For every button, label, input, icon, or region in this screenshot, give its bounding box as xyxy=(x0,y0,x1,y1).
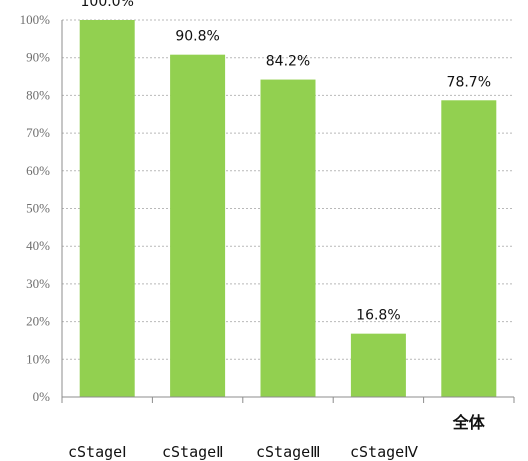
axis-layer xyxy=(61,20,515,403)
y-tick-label: 70% xyxy=(26,125,50,140)
y-tick-label: 20% xyxy=(26,314,50,329)
y-tick-label: 0% xyxy=(33,389,51,404)
data-label: 100.0% xyxy=(81,0,134,10)
y-tick-label: 10% xyxy=(26,351,50,366)
y-tick-label: 80% xyxy=(26,87,50,102)
bar-layer xyxy=(79,20,497,398)
y-tick-label: 100% xyxy=(20,12,51,27)
bar xyxy=(350,333,406,397)
y-tick-label: 50% xyxy=(26,201,50,216)
y-tick-label: 60% xyxy=(26,163,50,178)
data-label: 16.8% xyxy=(356,308,400,324)
x-tick-label: 全体 xyxy=(452,413,486,432)
x-tick-label: cStageⅣ xyxy=(350,443,418,461)
y-tick-label: 30% xyxy=(26,276,50,291)
x-tick-label: cStageⅡ xyxy=(162,443,224,461)
data-label: 84.2% xyxy=(266,54,310,70)
label-layer: 0% 10% 20% 30% 40% 50% 60% 70% 80% 90% 100% 100.0% 9… xyxy=(20,0,491,461)
bar xyxy=(79,20,135,397)
data-label: 90.8% xyxy=(175,29,219,45)
y-tick-label: 90% xyxy=(26,50,50,65)
data-label: 78.7% xyxy=(447,74,491,90)
bar xyxy=(170,54,226,398)
x-tick-label: cStageⅢ xyxy=(256,443,321,461)
x-tick-label: cStageⅠ xyxy=(68,443,127,461)
bar xyxy=(260,79,316,397)
bar xyxy=(441,100,497,398)
y-tick-label: 40% xyxy=(26,238,50,253)
